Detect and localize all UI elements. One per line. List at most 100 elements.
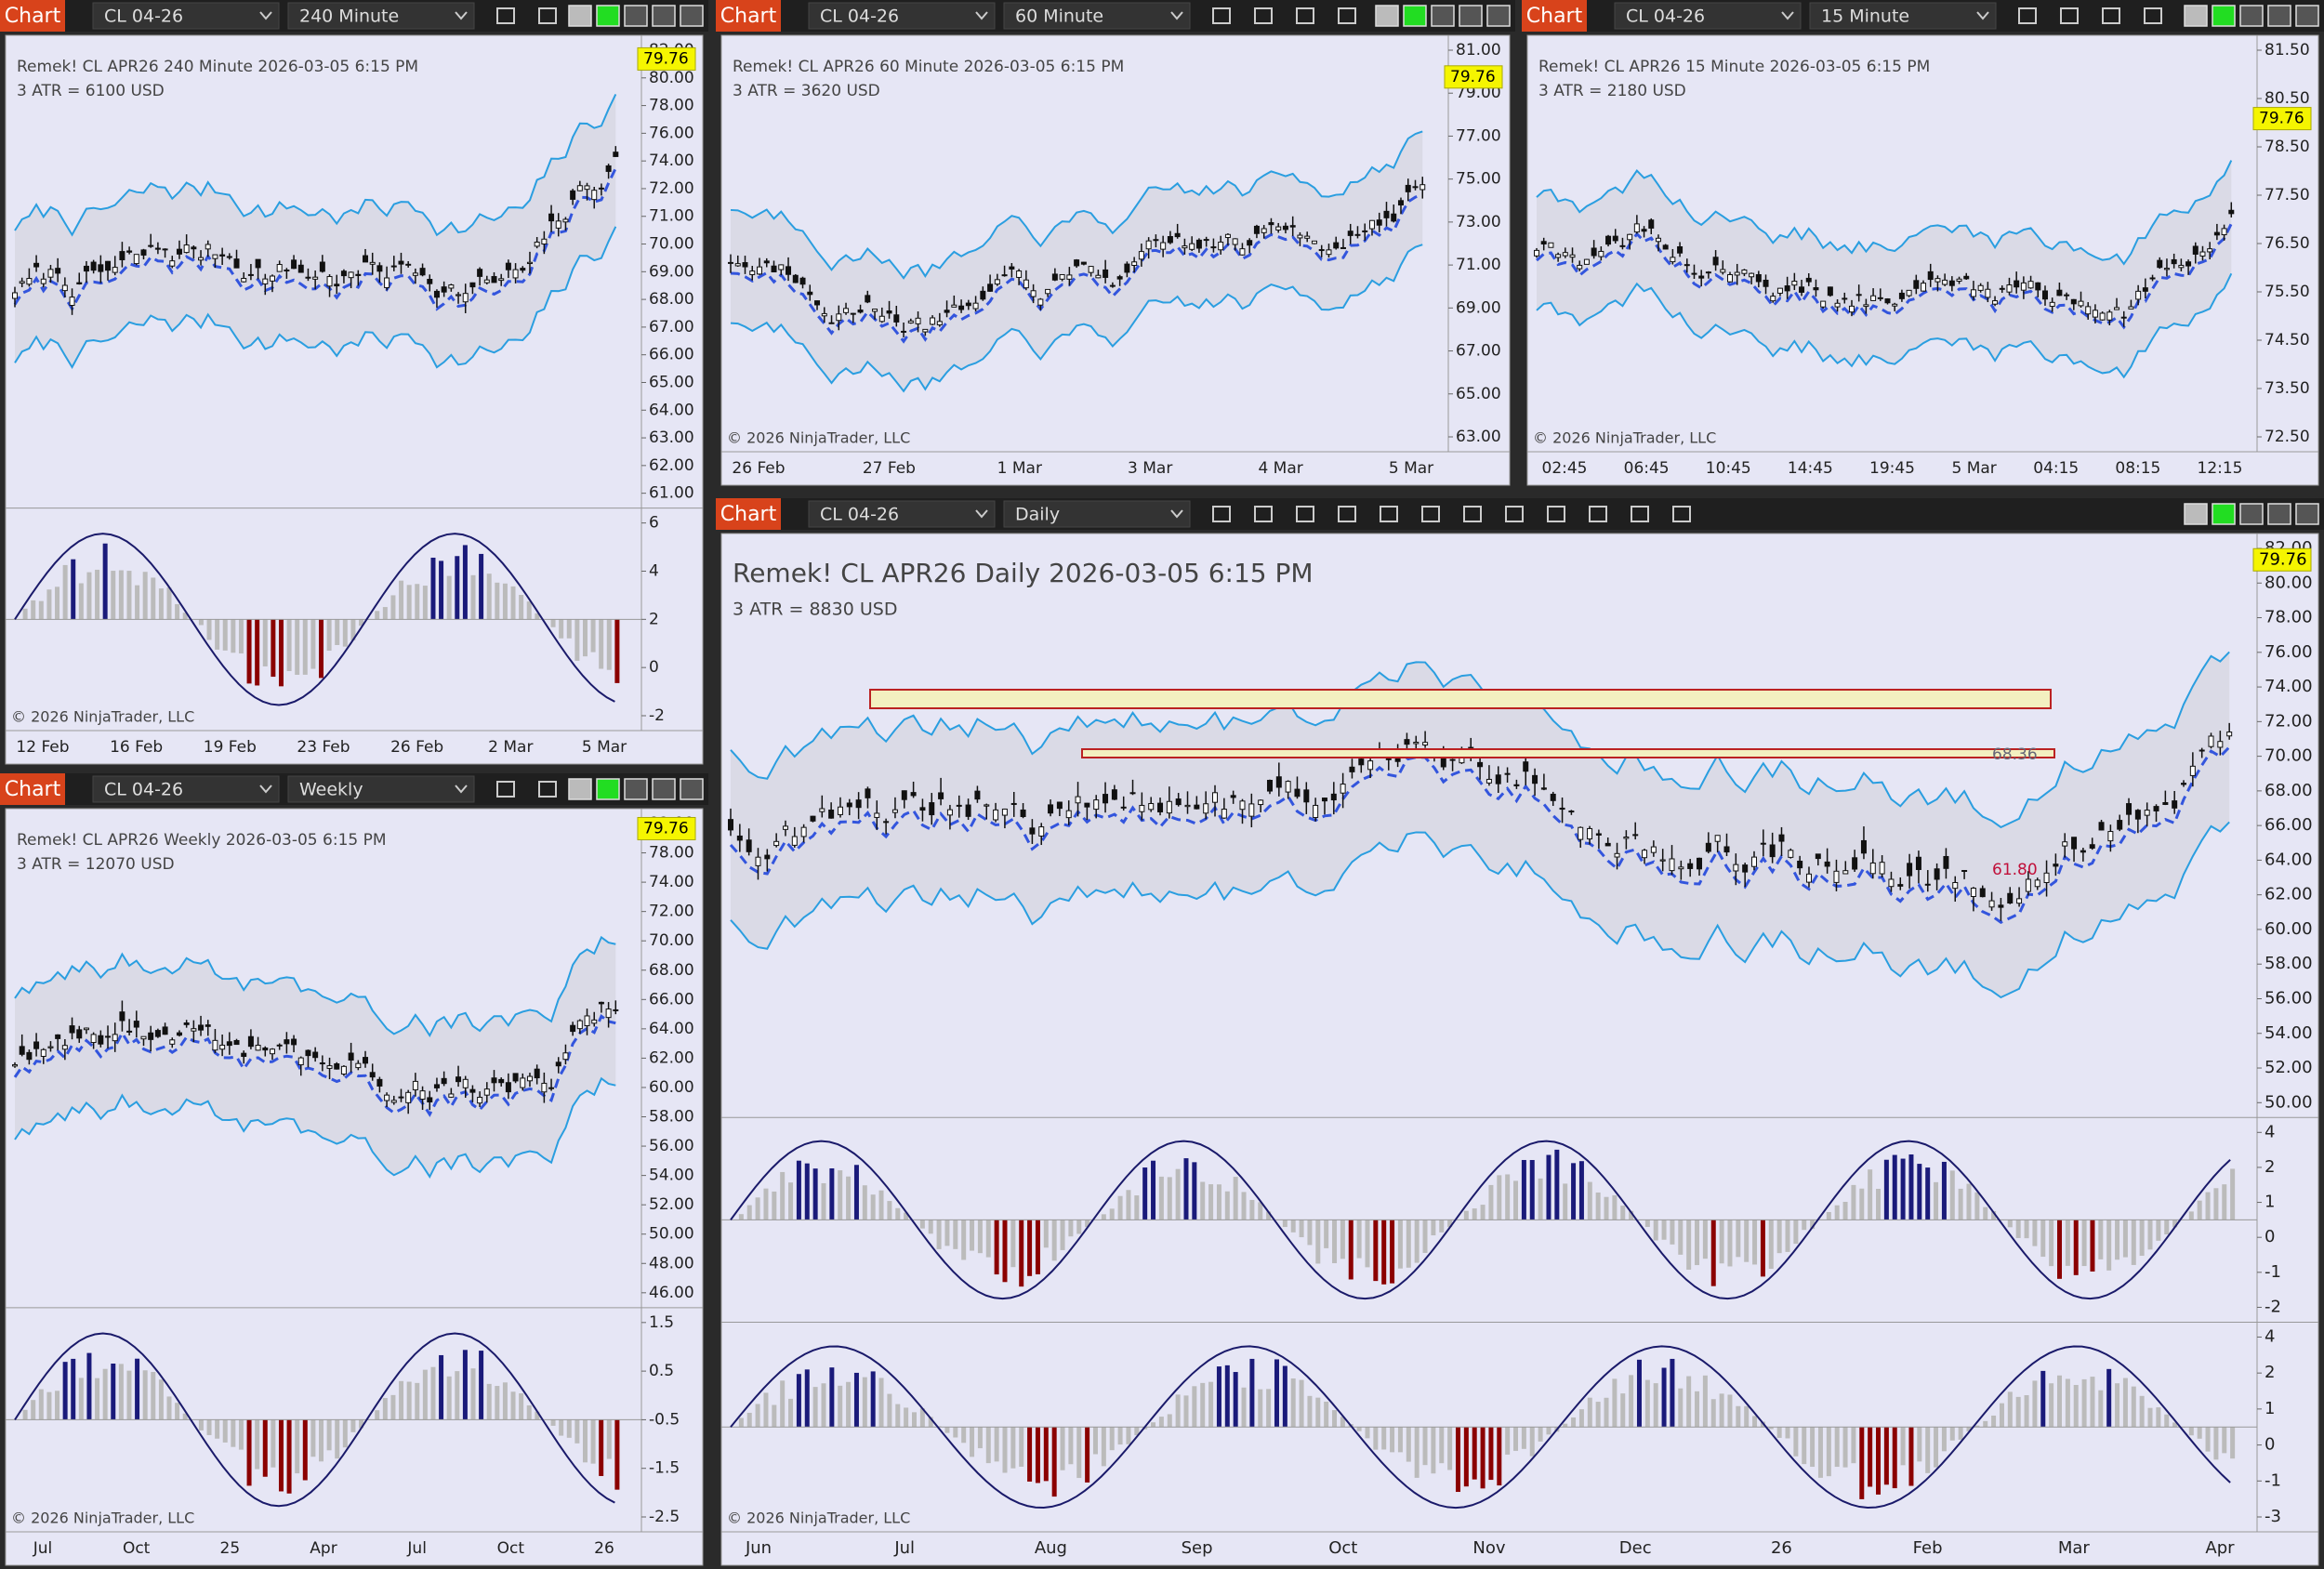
toolbar-icon[interactable] — [1380, 506, 1398, 522]
toolbar-icon[interactable] — [2102, 7, 2120, 24]
candle-body — [154, 247, 161, 250]
window-button[interactable] — [652, 5, 676, 27]
candle-body — [799, 277, 806, 285]
toolbar-icon[interactable] — [1296, 506, 1314, 522]
histogram-bar — [1900, 1158, 1906, 1220]
candle-body — [448, 284, 455, 289]
window-button[interactable] — [2239, 503, 2264, 525]
histogram-bar — [486, 1383, 492, 1420]
toolbar-icon[interactable] — [1338, 7, 1356, 24]
window-button[interactable] — [2212, 5, 2236, 27]
candle-body — [584, 1015, 590, 1026]
window-button[interactable] — [596, 778, 620, 800]
histogram-bar — [566, 619, 572, 639]
toolbar-icon[interactable] — [2060, 7, 2079, 24]
toolbar-icon[interactable] — [1296, 7, 1314, 24]
toolbar-icon[interactable] — [1672, 506, 1691, 522]
window-button[interactable] — [2295, 503, 2319, 525]
toolbar-icon[interactable] — [1212, 7, 1231, 24]
interval-select[interactable] — [1003, 2, 1191, 30]
toolbar-icon[interactable] — [1505, 506, 1524, 522]
toolbar-icon[interactable] — [1589, 506, 1607, 522]
toolbar-icon[interactable] — [1631, 506, 1649, 522]
candle-body — [1253, 225, 1260, 234]
candle-body — [1952, 881, 1959, 890]
histogram-bar — [2040, 1370, 2046, 1428]
histogram-bar — [1397, 1427, 1403, 1453]
window-button[interactable] — [568, 5, 592, 27]
window-button[interactable] — [1459, 5, 1483, 27]
instrument-select[interactable] — [808, 500, 996, 528]
window-button[interactable] — [1486, 5, 1511, 27]
window-button[interactable] — [652, 778, 676, 800]
window-button[interactable] — [2295, 5, 2319, 27]
chart-tab[interactable] — [0, 773, 65, 805]
toolbar-icon[interactable] — [496, 781, 515, 798]
interval-select[interactable] — [287, 775, 475, 803]
window-button[interactable] — [1431, 5, 1455, 27]
candle-body — [1749, 272, 1755, 278]
chart-tab[interactable] — [716, 0, 781, 32]
interval-select[interactable] — [1003, 500, 1191, 528]
chart-tab[interactable] — [1522, 0, 1587, 32]
candle-body — [2153, 806, 2159, 811]
price-axis-label: 78.00 — [649, 97, 694, 115]
toolbar-icon[interactable] — [496, 7, 515, 24]
interval-select[interactable] — [1809, 2, 1997, 30]
candle-body — [1139, 804, 1145, 812]
window-button[interactable] — [624, 778, 648, 800]
toolbar-icon[interactable] — [1338, 506, 1356, 522]
instrument-select[interactable] — [1614, 2, 1802, 30]
window-button[interactable] — [680, 5, 704, 27]
toolbar-icon[interactable] — [2018, 7, 2037, 24]
toolbar-icon[interactable] — [2144, 7, 2162, 24]
window-button[interactable] — [624, 5, 648, 27]
histogram-bar — [1868, 1169, 1873, 1220]
interval-select[interactable] — [287, 2, 475, 30]
price-axis-label: 0 — [2265, 1227, 2275, 1246]
candle-body — [576, 1020, 583, 1030]
histogram-bar — [158, 588, 164, 620]
histogram-bar — [846, 1381, 852, 1428]
toolbar-icon[interactable] — [1254, 7, 1273, 24]
toolbar-icon[interactable] — [538, 781, 557, 798]
histogram-bar — [746, 1205, 752, 1220]
candle-body — [355, 273, 362, 276]
instrument-select[interactable] — [808, 2, 996, 30]
window-button[interactable] — [2212, 503, 2236, 525]
candle-body — [605, 1009, 612, 1019]
toolbar-icon[interactable] — [538, 7, 557, 24]
window-button[interactable] — [2267, 5, 2291, 27]
toolbar-icon[interactable] — [1421, 506, 1440, 522]
histogram-bar — [495, 582, 500, 620]
histogram-bar — [1670, 1358, 1675, 1428]
histogram-bar — [1101, 1427, 1106, 1467]
window-button[interactable] — [1375, 5, 1399, 27]
toolbar-icon[interactable] — [1463, 506, 1482, 522]
window-button[interactable] — [1403, 5, 1427, 27]
candle-body — [483, 279, 490, 283]
chart-tab[interactable] — [716, 498, 781, 530]
instrument-select[interactable] — [92, 2, 280, 30]
toolbar-icon[interactable] — [1212, 506, 1231, 522]
histogram-bar — [1629, 1375, 1634, 1428]
histogram-bar — [46, 589, 52, 620]
window-button[interactable] — [2184, 5, 2208, 27]
toolbar-icon[interactable] — [1547, 506, 1565, 522]
histogram-bar — [1315, 1397, 1321, 1428]
window-button[interactable] — [568, 778, 592, 800]
price-axis-label: 68.00 — [649, 290, 694, 309]
chart-tab[interactable] — [0, 0, 65, 32]
window-button[interactable] — [2184, 503, 2208, 525]
toolbar-icon[interactable] — [1254, 506, 1273, 522]
candle-body — [2120, 316, 2127, 319]
candle-body — [901, 790, 907, 800]
histogram-bar — [502, 1382, 508, 1420]
window-button[interactable] — [596, 5, 620, 27]
window-button[interactable] — [680, 778, 704, 800]
candle-body — [814, 300, 821, 306]
instrument-select[interactable] — [92, 775, 280, 803]
copyright: © 2026 NinjaTrader, LLC — [727, 1510, 910, 1527]
window-button[interactable] — [2239, 5, 2264, 27]
window-button[interactable] — [2267, 503, 2291, 525]
